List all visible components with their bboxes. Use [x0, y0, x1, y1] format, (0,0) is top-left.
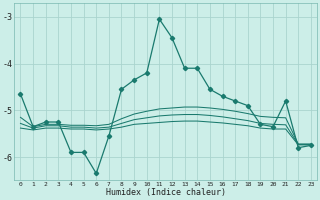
X-axis label: Humidex (Indice chaleur): Humidex (Indice chaleur)	[106, 188, 226, 197]
